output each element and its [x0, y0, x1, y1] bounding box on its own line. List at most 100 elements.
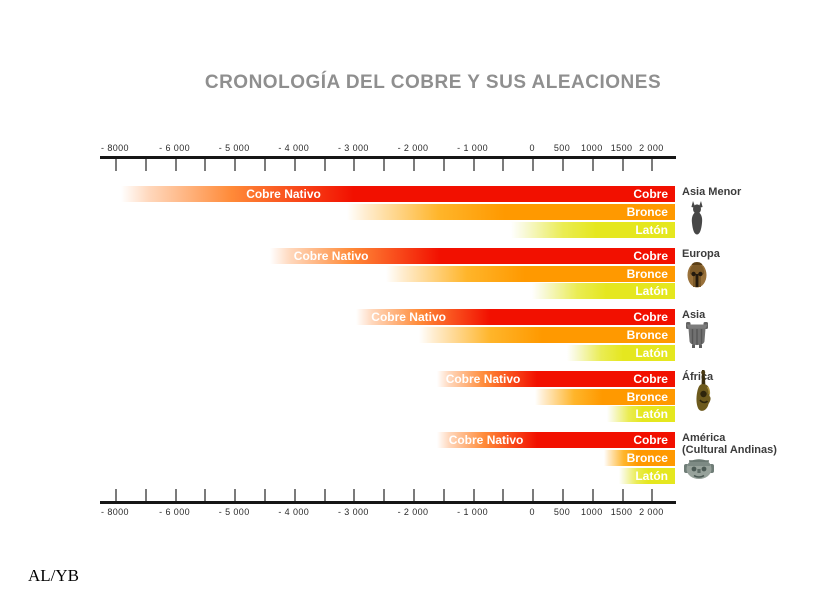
- axis-tick: [472, 159, 475, 171]
- axis-tick: [442, 489, 445, 501]
- bar-material-label: Bronce: [626, 328, 668, 342]
- axis-tick: [234, 159, 237, 171]
- credit-label: AL/YB: [28, 566, 79, 585]
- andean-stone-face-icon: [684, 456, 714, 480]
- axis-tick: [442, 159, 445, 171]
- axis-tick-label: - 3 000: [337, 143, 369, 153]
- axis-tick-label: - 5 000: [218, 507, 250, 517]
- axis-tick-label: 0: [529, 507, 535, 517]
- axis-tick-label: - 4 000: [278, 143, 310, 153]
- axis-tick-label: 2 000: [639, 143, 664, 153]
- african-mask-icon: [694, 369, 712, 414]
- axis-tick: [413, 159, 415, 171]
- native-copper-label: Cobre Nativo: [246, 187, 321, 201]
- bar-laton-3: Latón: [566, 344, 675, 361]
- axis-tick: [353, 489, 356, 501]
- region-label: América (Cultural Andinas): [682, 432, 777, 456]
- axis-tick-label: 500: [553, 507, 571, 517]
- axis-tick-label: 0: [529, 143, 535, 153]
- axis-tick: [323, 159, 326, 171]
- bar-material-label: Latón: [635, 284, 668, 298]
- region-label: Asia Menor: [682, 186, 742, 198]
- axis-tick: [264, 489, 266, 501]
- axis-tick-label: - 2 000: [397, 143, 429, 153]
- axis-tick: [293, 489, 296, 501]
- axis-tick-label: 500: [553, 143, 571, 153]
- bar-laton-5: Latón: [618, 467, 675, 484]
- native-copper-label: Cobre Nativo: [445, 371, 521, 386]
- axis-tick: [323, 489, 326, 501]
- anatolian-idol-icon: [688, 201, 706, 235]
- bar-material-label: Bronce: [626, 451, 668, 465]
- bar-cobre-3: Cobre Cobre Nativo: [356, 309, 675, 325]
- native-copper-label: Cobre Nativo: [293, 248, 369, 263]
- bar-material-label: Cobre: [633, 371, 668, 386]
- native-copper-label: Cobre Nativo: [371, 310, 446, 324]
- axis-line: [100, 501, 676, 504]
- axis-tick-label: - 1 000: [457, 507, 489, 517]
- axis-tick: [234, 489, 237, 501]
- axis-tick: [502, 159, 505, 171]
- bar-material-label: Cobre: [633, 187, 668, 201]
- axis-tick: [651, 159, 654, 171]
- bar-material-label: Latón: [635, 222, 668, 237]
- axis-tick: [144, 159, 147, 171]
- bar-material-label: Cobre: [633, 433, 668, 447]
- bar-material-label: Bronce: [626, 205, 668, 219]
- bar-bronce-3: Bronce: [419, 327, 675, 343]
- bar-material-label: Bronce: [626, 389, 668, 404]
- region-sublabel: (Cultural Andinas): [682, 444, 777, 456]
- axis-tick-label: - 6 000: [159, 143, 191, 153]
- axis-tick: [562, 159, 564, 171]
- bar-bronce-1: Bronce: [347, 204, 675, 220]
- bar-laton-1: Latón: [511, 221, 675, 238]
- bar-laton-4: Latón: [606, 406, 675, 422]
- axis-tick: [353, 159, 356, 171]
- axis-tick-label: - 5 000: [218, 143, 250, 153]
- axis-tick: [472, 489, 475, 501]
- bar-bronce-5: Bronce: [603, 450, 675, 466]
- axis-tick: [502, 489, 505, 501]
- region-label: África: [682, 370, 714, 383]
- bar-material-label: Latón: [635, 407, 668, 421]
- axis-tick: [383, 159, 386, 171]
- axis-tick-label: - 8000: [101, 507, 129, 517]
- axis-tick-label: 2 000: [639, 507, 664, 517]
- axis-tick-label: - 2 000: [397, 507, 429, 517]
- axis-tick: [115, 489, 117, 501]
- bar-bronce-2: Bronce: [386, 265, 675, 282]
- region-label: Asia: [682, 309, 706, 321]
- axis-tick-label: - 8000: [101, 143, 129, 153]
- axis-tick-label: - 1 000: [457, 143, 489, 153]
- bar-material-label: Bronce: [626, 266, 668, 281]
- axis-tick-label: - 6 000: [159, 507, 191, 517]
- bronze-vessel-icon: [685, 322, 709, 348]
- axis-tick: [174, 159, 177, 171]
- axis-tick-label: - 3 000: [337, 507, 369, 517]
- axis-tick-label: 1000: [580, 143, 603, 153]
- native-copper-label: Cobre Nativo: [448, 433, 524, 447]
- axis-tick: [562, 489, 564, 501]
- bar-cobre-4: Cobre Cobre Nativo: [436, 370, 675, 387]
- axis-line: [100, 156, 676, 159]
- bar-laton-2: Latón: [532, 283, 675, 299]
- axis-tick-label: 1500: [610, 143, 633, 153]
- bar-cobre-1: Cobre Cobre Nativo: [121, 186, 675, 202]
- axis-tick: [383, 489, 386, 501]
- bar-cobre-5: Cobre Cobre Nativo: [436, 432, 675, 448]
- axis-tick: [621, 489, 624, 501]
- axis-tick: [413, 489, 415, 501]
- bar-material-label: Cobre: [633, 248, 668, 263]
- axis-tick-label: 1000: [580, 507, 603, 517]
- axis-tick: [591, 489, 594, 501]
- chart-title: CRONOLOGÍA DEL COBRE Y SUS ALEACIONES: [204, 72, 662, 93]
- axis-tick: [144, 489, 147, 501]
- bar-material-label: Latón: [635, 345, 668, 360]
- greek-helmet-icon: [686, 261, 708, 289]
- axis-tick: [204, 159, 207, 171]
- axis-tick: [115, 159, 117, 171]
- region-label: Europa: [682, 247, 720, 260]
- axis-tick: [264, 159, 266, 171]
- axis-tick: [532, 489, 535, 501]
